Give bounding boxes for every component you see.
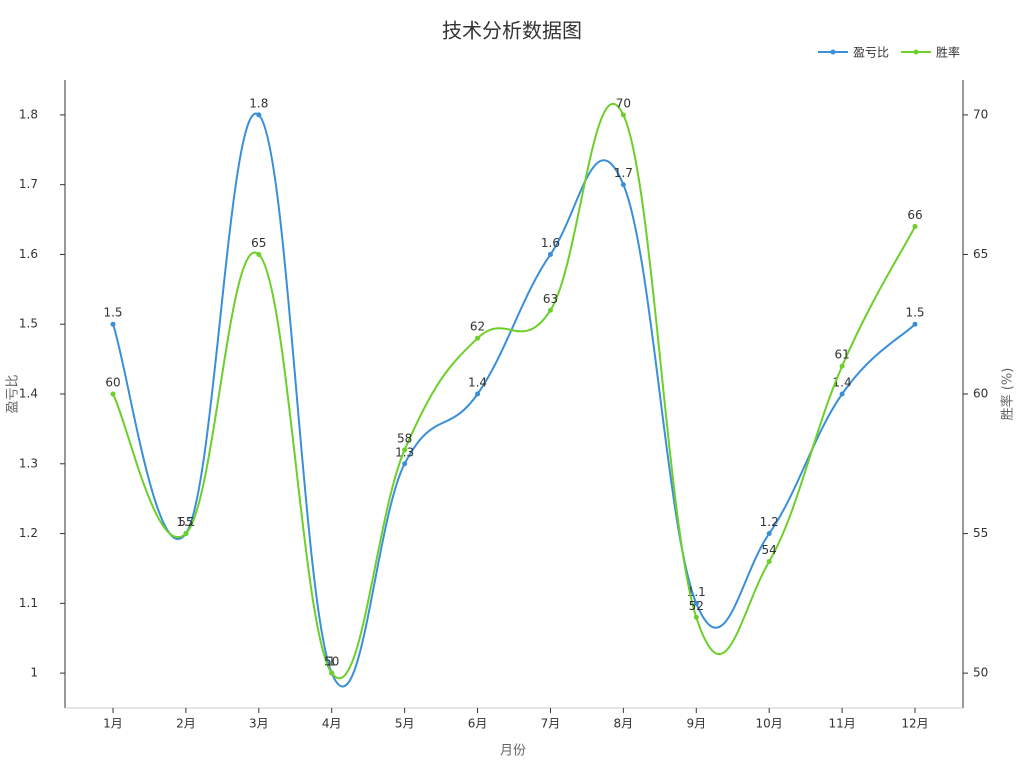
point xyxy=(693,600,699,606)
data-label: 61 xyxy=(834,348,849,362)
data-label: 60 xyxy=(105,376,120,390)
legend-marker xyxy=(830,49,836,55)
data-label: 1.5 xyxy=(103,306,122,320)
data-label: 1 xyxy=(328,655,336,669)
x-tick-label: 9月 xyxy=(686,717,706,731)
x-tick-label: 1月 xyxy=(103,717,123,731)
point xyxy=(620,112,626,118)
point xyxy=(329,670,335,676)
point xyxy=(547,251,553,257)
x-tick-label: 12月 xyxy=(901,717,928,731)
point xyxy=(693,614,699,620)
data-label: 52 xyxy=(689,599,704,613)
y-tick-label: 1.3 xyxy=(19,456,38,470)
data-label: 1.5 xyxy=(905,306,924,320)
data-label: 66 xyxy=(907,208,922,222)
data-label: 70 xyxy=(616,96,631,110)
point xyxy=(183,531,189,537)
point xyxy=(402,447,408,453)
data-label: 1.8 xyxy=(249,96,268,110)
point xyxy=(766,531,772,537)
y-tick-label: 1 xyxy=(30,666,38,680)
x-tick-label: 8月 xyxy=(614,717,634,731)
point xyxy=(912,224,918,230)
point xyxy=(256,112,262,118)
point xyxy=(475,391,481,397)
y-axis-label: 盈亏比 xyxy=(6,374,21,413)
point xyxy=(402,461,408,467)
data-label: 55 xyxy=(178,515,193,529)
line xyxy=(112,112,916,688)
x-tick-label: 4月 xyxy=(322,717,342,731)
legend-marker xyxy=(913,49,919,55)
x-tick-label: 2月 xyxy=(176,717,196,731)
x-tick-label: 3月 xyxy=(249,717,269,731)
data-label: 54 xyxy=(762,543,777,557)
x-tick-label: 6月 xyxy=(468,717,488,731)
point xyxy=(475,335,481,341)
data-label: 62 xyxy=(470,320,485,334)
y2-tick-label: 65 xyxy=(973,247,988,261)
point xyxy=(110,391,116,397)
line xyxy=(112,103,916,679)
y2-tick-label: 70 xyxy=(973,107,988,121)
data-label: 1.7 xyxy=(614,166,633,180)
point xyxy=(839,391,845,397)
point xyxy=(620,182,626,188)
point xyxy=(912,321,918,327)
x-tick-label: 7月 xyxy=(541,717,561,731)
x-tick-label: 5月 xyxy=(395,717,415,731)
y-tick-label: 1.7 xyxy=(19,177,38,191)
y2-tick-label: 60 xyxy=(973,387,988,401)
chart-title: 技术分析数据图 xyxy=(442,19,582,43)
legend-label: 盈亏比 xyxy=(853,46,889,60)
y-tick-label: 1.1 xyxy=(19,596,38,610)
x-tick-label: 11月 xyxy=(828,717,855,731)
x-axis-label: 月份 xyxy=(500,744,526,759)
point xyxy=(256,251,262,257)
legend-label: 胜率 xyxy=(936,45,960,60)
data-label: 50 xyxy=(324,655,339,669)
y-tick-label: 1.2 xyxy=(19,526,38,540)
y2-axis-label: 胜率 (%) xyxy=(1000,368,1016,421)
y-tick-label: 1.5 xyxy=(19,317,38,331)
point xyxy=(110,321,116,327)
data-label: 1.2 xyxy=(760,515,779,529)
data-label: 1.6 xyxy=(541,236,560,250)
data-label: 1.4 xyxy=(468,376,487,390)
point xyxy=(839,363,845,369)
y-tick-label: 1.4 xyxy=(19,387,38,401)
data-label: 63 xyxy=(543,292,558,306)
data-label: 65 xyxy=(251,236,266,250)
y2-tick-label: 50 xyxy=(973,666,988,680)
y-tick-label: 1.8 xyxy=(19,107,38,121)
data-label: 58 xyxy=(397,431,412,445)
y-tick-label: 1.6 xyxy=(19,247,38,261)
x-tick-label: 10月 xyxy=(756,717,783,731)
y2-tick-label: 55 xyxy=(973,526,988,540)
point xyxy=(766,558,772,564)
point xyxy=(547,307,553,313)
